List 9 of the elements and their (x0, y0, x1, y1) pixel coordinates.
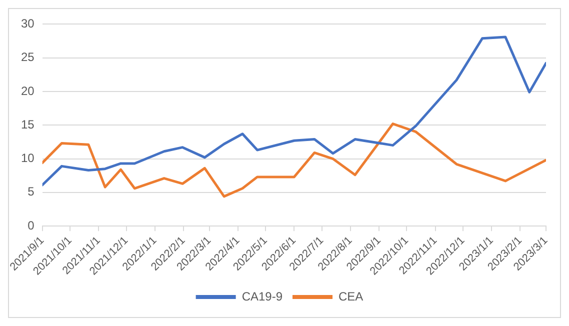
y-tick-label: 0 (28, 218, 35, 232)
y-tick-label: 20 (20, 84, 35, 98)
legend-label: CA19-9 (242, 289, 283, 304)
y-tick-label: 10 (20, 151, 35, 166)
y-tick-label: 5 (28, 184, 35, 199)
legend-label: CEA (338, 289, 364, 304)
y-tick-label: 25 (20, 50, 35, 64)
y-tick-label: 30 (20, 16, 35, 31)
y-tick-label: 15 (20, 117, 35, 132)
